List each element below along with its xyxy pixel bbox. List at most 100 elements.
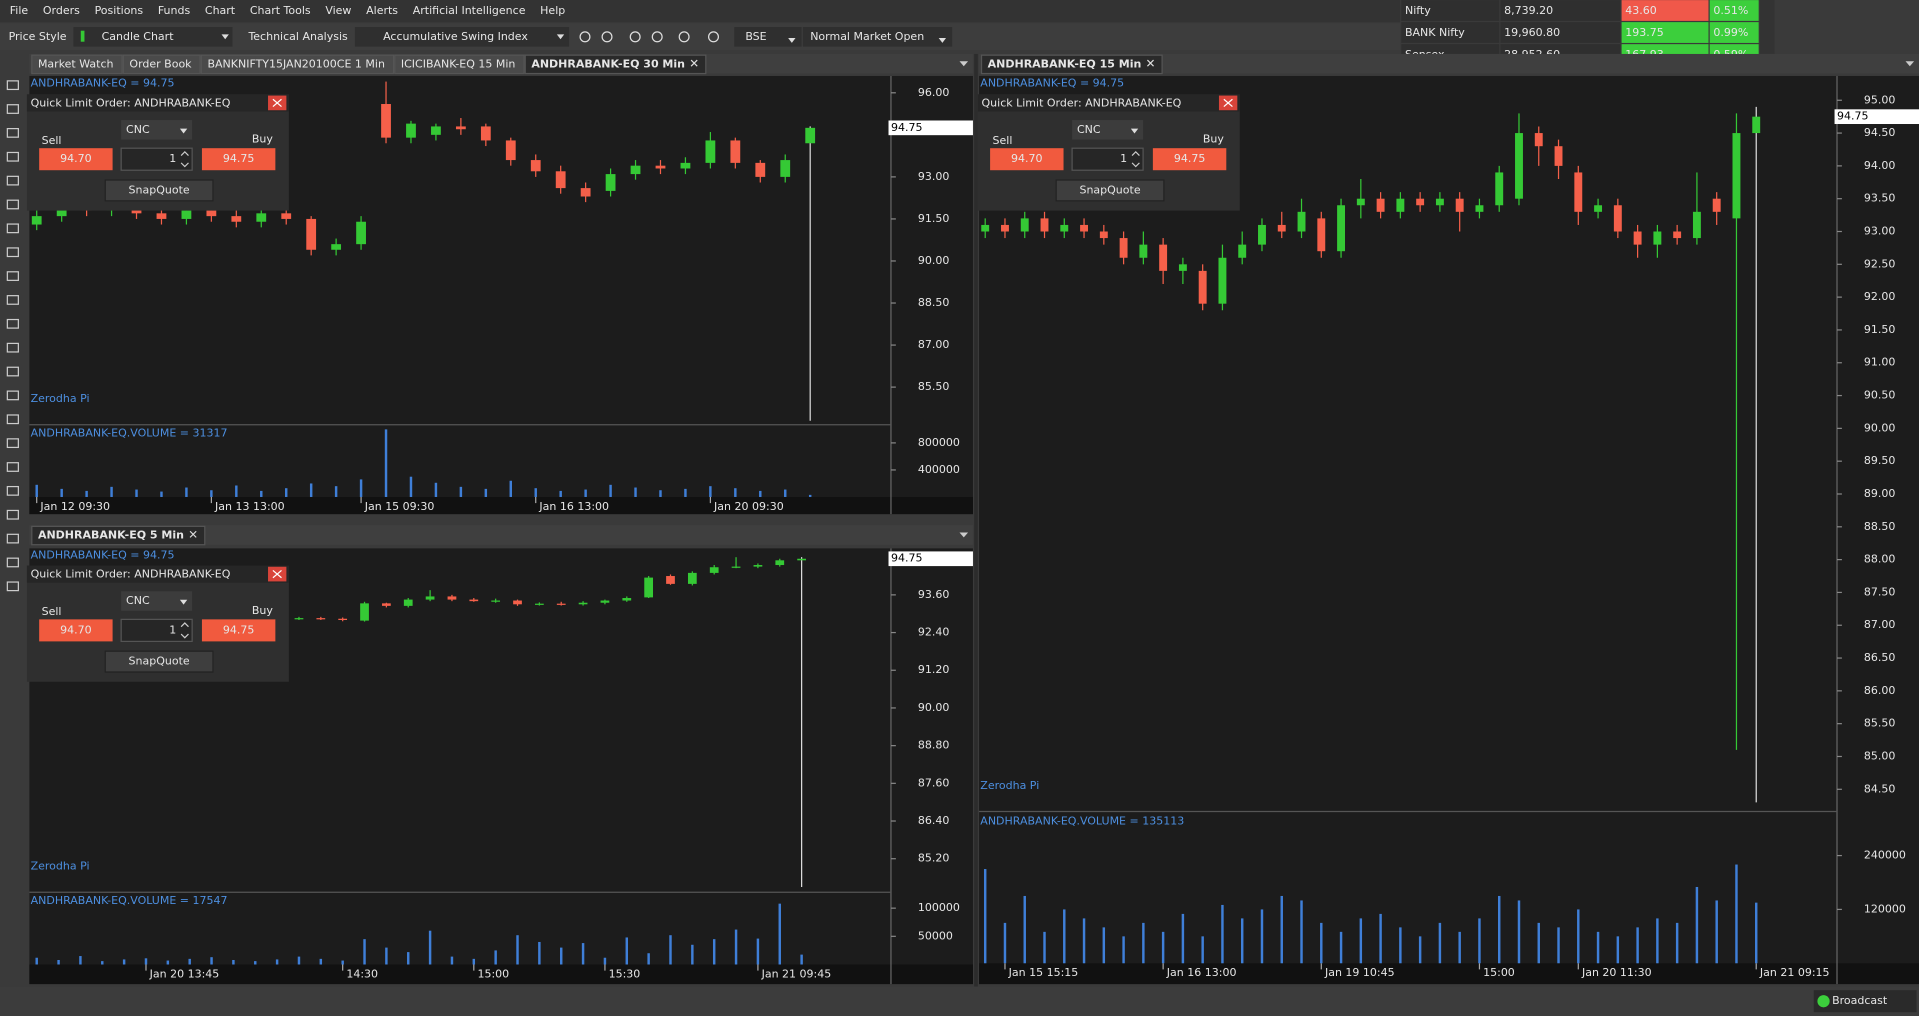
snapquote-button[interactable] [104, 179, 214, 202]
quantity[interactable]: 1 [169, 623, 176, 636]
broadcast-button[interactable] [1813, 990, 1917, 1013]
tool-icon[interactable] [6, 247, 19, 258]
snapquote[interactable]: SnapQuote [129, 655, 190, 668]
tab-close[interactable] [690, 59, 698, 67]
buy-price-box[interactable] [201, 619, 276, 642]
quantity-box[interactable] [1071, 147, 1144, 171]
broadcast[interactable]: Broadcast [1832, 994, 1888, 1007]
tool-icon[interactable] [6, 151, 19, 162]
quantity-box[interactable] [120, 618, 193, 643]
x-tick-label: Jan 16 13:00 [1166, 966, 1237, 979]
candle-body [406, 123, 416, 138]
exchange-dropdown[interactable] [734, 27, 802, 47]
order-form-title-bar [26, 94, 289, 112]
snapquote[interactable]: SnapQuote [129, 183, 190, 196]
menu-item[interactable]: Chart [205, 4, 236, 17]
menu-item[interactable]: Funds [158, 4, 191, 17]
tool-icon[interactable] [6, 485, 19, 496]
candle-body [1692, 211, 1701, 239]
chart-type-dropdown[interactable] [73, 27, 233, 47]
tool-icon[interactable] [6, 390, 19, 401]
tab-close[interactable] [1146, 59, 1154, 67]
sell-price-box[interactable] [990, 148, 1064, 171]
menu-item[interactable]: View [325, 4, 351, 17]
tool-icon[interactable] [6, 127, 19, 138]
snapquote-button[interactable] [104, 650, 214, 673]
panel-menu-arrow[interactable] [1905, 61, 1915, 67]
tab-label[interactable]: Order Book [129, 57, 192, 70]
tab-label[interactable]: ANDHRABANK-EQ 30 Min [531, 57, 685, 70]
tab[interactable] [122, 54, 201, 75]
quantity-spinner[interactable] [180, 150, 189, 168]
quantity-spinner[interactable] [180, 622, 189, 639]
tool-icon[interactable] [6, 295, 19, 305]
quantity-box[interactable] [120, 147, 193, 171]
chart-type[interactable]: Candle Chart [102, 30, 175, 43]
tab-label[interactable]: ICICIBANK-EQ 15 Min [401, 57, 516, 70]
menu-item[interactable]: Alerts [366, 4, 398, 17]
menu-item[interactable]: Artificial Intelligence [413, 4, 526, 17]
tab[interactable] [980, 54, 1163, 75]
tool-icon[interactable] [6, 223, 19, 234]
snapquote[interactable]: SnapQuote [1079, 183, 1140, 196]
toolbar-icon[interactable] [579, 31, 591, 43]
tab-label[interactable]: ANDHRABANK-EQ 15 Min [988, 57, 1142, 70]
tool-icon[interactable] [6, 414, 19, 425]
candle-body [1060, 224, 1069, 232]
tool-icon[interactable] [6, 438, 19, 449]
product-dropdown[interactable] [121, 591, 193, 611]
tool-icon[interactable] [6, 366, 19, 377]
quantity[interactable]: 1 [1120, 152, 1127, 165]
tab[interactable] [31, 525, 206, 546]
toolbar-icon[interactable] [651, 31, 663, 43]
tool-icon[interactable] [6, 80, 19, 91]
indicator-dropdown[interactable] [354, 27, 570, 47]
indicator[interactable]: Accumulative Swing Index [383, 30, 528, 43]
candle-body [622, 598, 632, 601]
candle-body [431, 126, 441, 135]
tool-icon[interactable] [6, 509, 19, 520]
product-dropdown[interactable] [121, 120, 193, 140]
tab[interactable] [394, 54, 525, 75]
tab-label[interactable]: Market Watch [38, 57, 114, 70]
quantity[interactable]: 1 [169, 152, 176, 165]
menu-item[interactable]: Chart Tools [250, 4, 311, 17]
panel-menu-arrow[interactable] [959, 532, 969, 538]
toolbar-icon[interactable] [678, 31, 690, 43]
buy-price-box[interactable] [201, 148, 276, 171]
tool-icon[interactable] [6, 271, 19, 281]
tool-icon[interactable] [6, 175, 19, 186]
menu-item[interactable]: Orders [43, 4, 80, 17]
tool-icon[interactable] [6, 342, 19, 353]
tab-label[interactable]: ANDHRABANK-EQ 5 Min [38, 529, 184, 542]
toolbar-icon[interactable] [601, 31, 613, 43]
buy-price-box[interactable] [1152, 148, 1227, 171]
quantity-spinner[interactable] [1131, 150, 1140, 168]
toolbar-icon[interactable] [707, 31, 720, 43]
tool-icon[interactable] [6, 199, 19, 210]
market-status[interactable]: Normal Market Open [810, 30, 924, 43]
exchange[interactable]: BSE [745, 30, 766, 43]
menu-item[interactable]: Help [540, 4, 565, 17]
tool-icon[interactable] [6, 581, 19, 592]
sell-price-box[interactable] [39, 148, 113, 171]
tab-close[interactable] [189, 530, 197, 538]
snapquote-button[interactable] [1055, 179, 1165, 202]
tab[interactable] [200, 54, 395, 75]
tool-icon[interactable] [6, 462, 19, 472]
tool-icon[interactable] [6, 318, 19, 329]
tool-icon[interactable] [6, 533, 19, 544]
tool-icon[interactable] [6, 557, 19, 568]
product-dropdown[interactable] [1072, 120, 1144, 140]
tab[interactable] [524, 54, 707, 75]
tool-icon[interactable] [6, 104, 19, 114]
volume-bar [232, 959, 235, 965]
panel-menu-arrow[interactable] [959, 61, 969, 67]
sell-price-box[interactable] [39, 619, 113, 642]
menu-item[interactable]: File [10, 4, 29, 17]
menu-item[interactable]: Positions [95, 4, 144, 17]
tab[interactable] [31, 54, 123, 75]
market-status-dropdown[interactable] [802, 27, 953, 47]
tab-label[interactable]: BANKNIFTY15JAN20100CE 1 Min [207, 57, 385, 70]
toolbar-icon[interactable] [629, 31, 641, 43]
